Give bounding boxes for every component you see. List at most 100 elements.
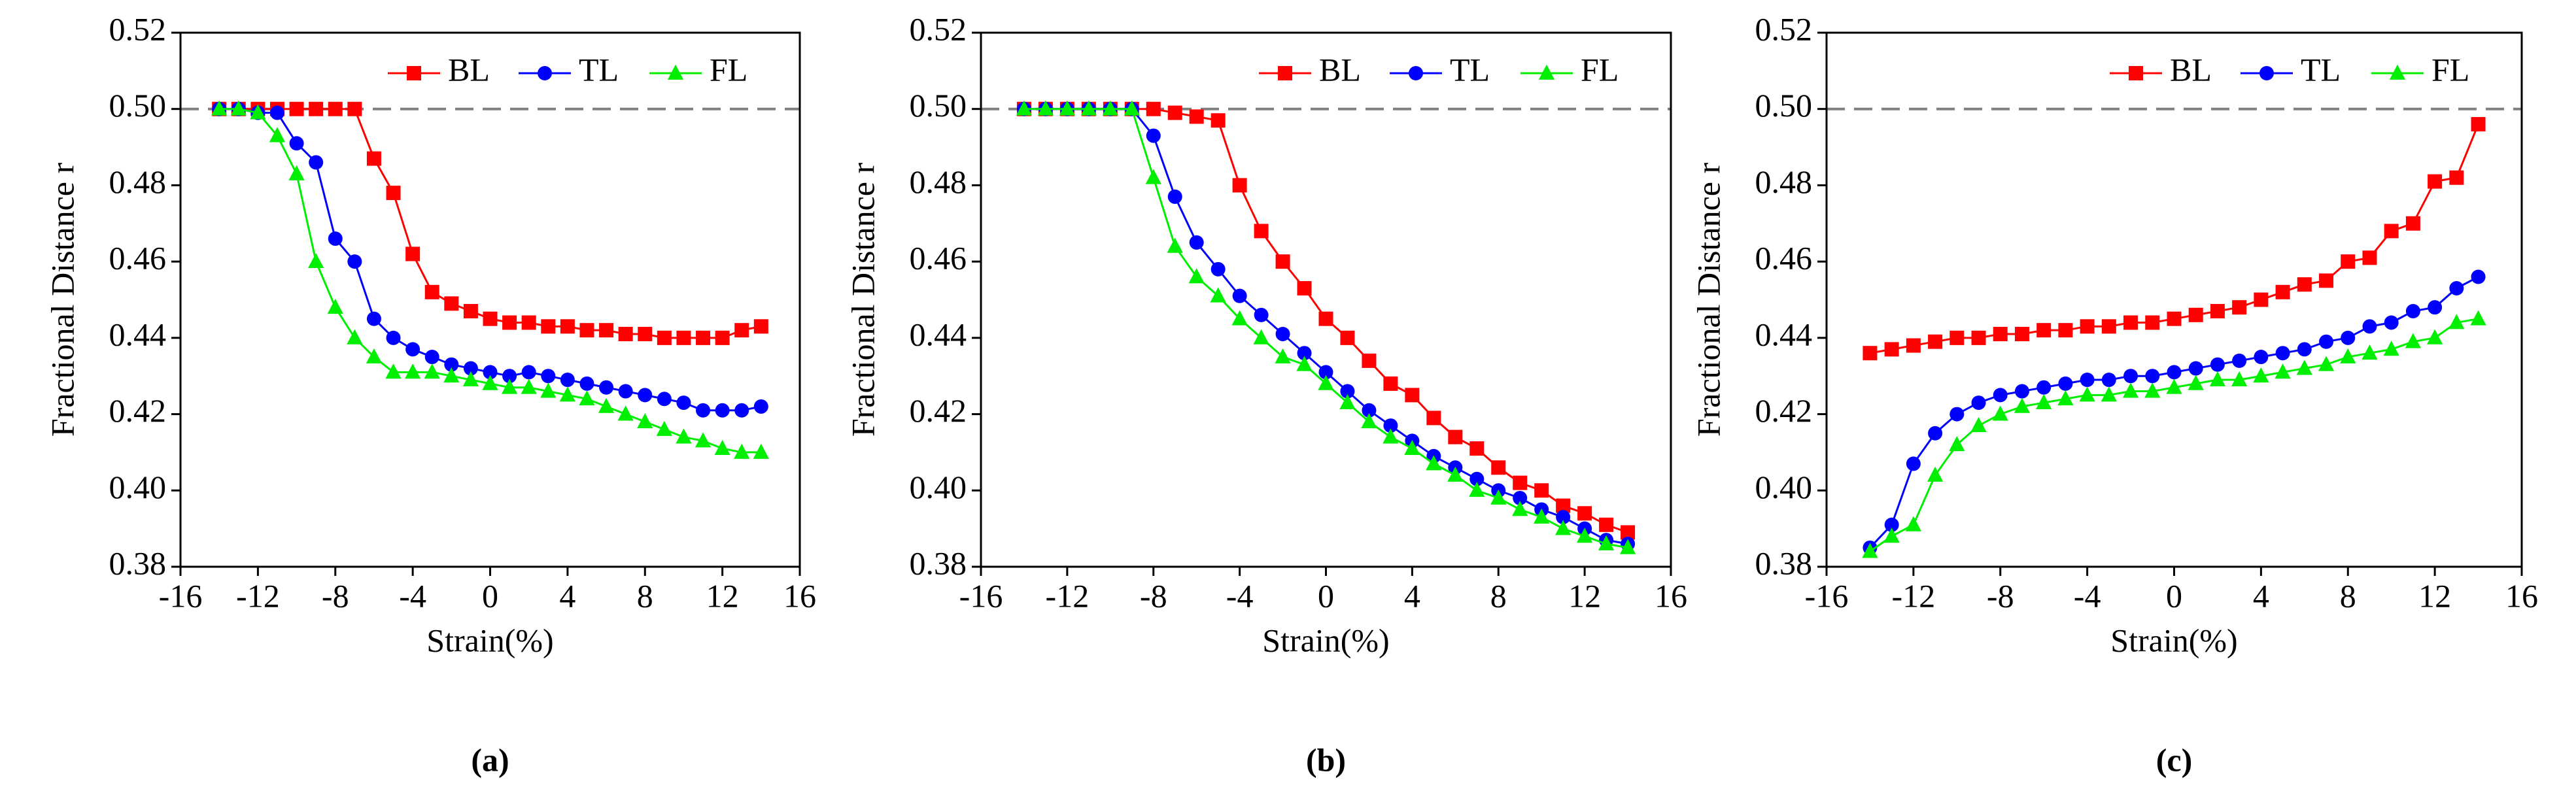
marker — [2428, 300, 2443, 315]
y-tick-label: 0.42 — [109, 392, 167, 429]
y-tick-label: 0.38 — [1755, 545, 1813, 581]
marker — [2428, 174, 2443, 189]
marker — [1621, 525, 1636, 540]
marker — [2101, 373, 2116, 388]
marker — [1949, 436, 1965, 452]
marker — [309, 101, 324, 116]
marker — [521, 365, 536, 380]
marker — [1513, 475, 1528, 490]
marker — [1534, 508, 1550, 524]
x-tick-label: -4 — [2074, 577, 2101, 614]
marker — [1905, 516, 1921, 531]
marker — [1059, 100, 1075, 116]
y-tick-label: 0.52 — [109, 10, 167, 47]
x-tick-label: 8 — [1490, 577, 1507, 614]
marker — [1906, 456, 1921, 471]
marker — [2362, 319, 2377, 334]
marker — [560, 373, 575, 388]
marker — [2361, 344, 2378, 360]
marker — [2362, 250, 2377, 265]
marker — [1928, 334, 1943, 349]
marker — [289, 101, 304, 116]
marker — [1167, 189, 1182, 204]
marker — [2384, 224, 2399, 239]
y-tick-label: 0.40 — [109, 469, 167, 505]
marker — [753, 399, 768, 414]
marker — [1469, 482, 1485, 497]
marker — [462, 371, 479, 386]
marker — [2232, 353, 2247, 368]
marker — [2145, 369, 2160, 384]
x-tick-label: 16 — [2505, 577, 2538, 614]
marker — [1598, 535, 1615, 550]
legend-label: TL — [1450, 51, 1490, 88]
marker — [1231, 310, 1248, 326]
marker — [1340, 330, 1355, 345]
y-tick-label: 0.52 — [1755, 10, 1813, 47]
marker — [734, 323, 749, 338]
x-tick-label: 4 — [2253, 577, 2269, 614]
marker — [696, 330, 711, 345]
marker — [1167, 105, 1182, 120]
marker — [2166, 378, 2182, 394]
marker — [753, 443, 769, 459]
marker — [695, 432, 712, 448]
marker — [230, 100, 247, 116]
plot-frame — [980, 31, 1672, 568]
marker — [327, 298, 343, 314]
x-tick-label: -16 — [1805, 577, 1849, 614]
marker — [250, 104, 266, 120]
plot-frame — [179, 31, 801, 568]
marker — [1189, 109, 1204, 124]
caption: (a) — [471, 741, 509, 778]
marker — [1253, 329, 1269, 344]
marker — [579, 376, 594, 391]
x-tick-label: 16 — [1655, 577, 1687, 614]
marker — [2341, 330, 2356, 345]
marker — [2058, 376, 2073, 391]
marker — [676, 395, 691, 411]
marker — [1297, 280, 1312, 295]
marker — [366, 311, 381, 326]
marker — [366, 151, 381, 166]
marker — [2101, 386, 2117, 402]
marker — [2231, 371, 2248, 386]
marker — [714, 439, 730, 455]
panel: 0.38 0.40 0.42 0.44 0.46 0.48 0.50 0.52 -16 -12 -8… — [44, 10, 816, 778]
marker — [308, 252, 324, 269]
x-tick-label: -16 — [159, 577, 203, 614]
marker — [1210, 287, 1226, 303]
x-tick-label: 0 — [2166, 577, 2182, 614]
marker — [2449, 280, 2464, 295]
marker — [657, 392, 672, 407]
marker — [1555, 520, 1571, 535]
marker — [715, 403, 730, 418]
marker — [483, 365, 498, 380]
marker — [1993, 388, 2008, 403]
marker — [1405, 388, 1420, 403]
marker — [1534, 483, 1549, 498]
legend-label: TL — [579, 51, 619, 88]
marker — [2144, 382, 2161, 398]
marker — [405, 363, 421, 379]
marker — [2259, 66, 2274, 80]
marker — [579, 390, 595, 406]
marker — [386, 330, 401, 345]
marker — [2471, 117, 2486, 132]
marker — [1124, 100, 1140, 116]
marker — [386, 186, 401, 201]
x-axis-label: Strain(%) — [426, 622, 553, 658]
x-tick-label: -4 — [399, 577, 426, 614]
marker — [656, 420, 672, 436]
marker — [618, 384, 633, 399]
marker — [521, 315, 536, 330]
marker — [1513, 490, 1528, 505]
marker — [1037, 100, 1054, 116]
marker — [463, 304, 478, 319]
marker — [598, 397, 615, 413]
marker — [347, 101, 362, 116]
marker — [753, 319, 768, 334]
marker — [617, 405, 634, 421]
marker — [2123, 315, 2138, 330]
panel: 0.38 0.40 0.42 0.44 0.46 0.48 0.50 0.52 -16 -12 -8… — [1690, 10, 2538, 778]
